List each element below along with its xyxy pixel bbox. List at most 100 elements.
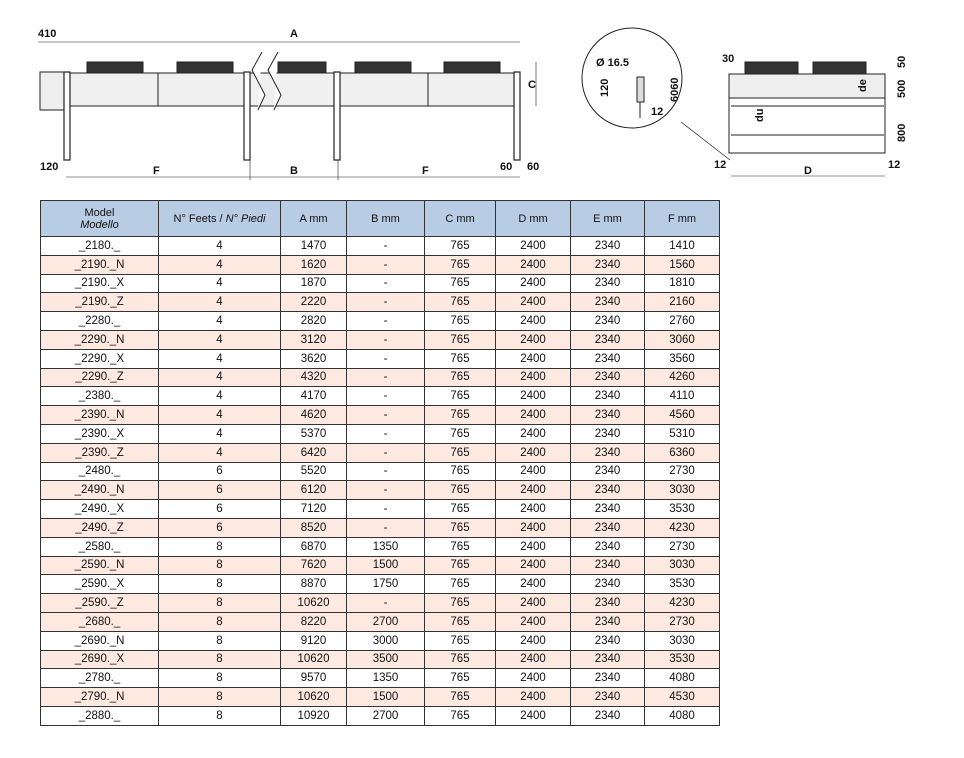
table-cell: 8 xyxy=(158,555,281,576)
table-cell: - xyxy=(346,329,425,350)
table-cell: _2490._N xyxy=(40,480,159,501)
table-cell: 765 xyxy=(424,254,496,275)
table-cell: 4 xyxy=(158,423,281,444)
table-cell: 765 xyxy=(424,574,496,595)
table-cell: 2340 xyxy=(570,254,645,275)
table-cell: 10620 xyxy=(280,649,347,670)
table-cell: _2190._X xyxy=(40,273,159,294)
table-cell: 3060 xyxy=(644,329,720,350)
table-cell: 2400 xyxy=(495,423,571,444)
table-cell: 4 xyxy=(158,311,281,331)
table-cell: _2880._ xyxy=(40,705,159,726)
table-cell: 2760 xyxy=(644,311,720,331)
table-cell: _2190._N xyxy=(40,254,159,275)
table-cell: 7120 xyxy=(280,499,347,519)
dim-f-right: F xyxy=(422,165,429,177)
table-row: _2280._ 4 2820-765 2400 2340 2760 xyxy=(40,311,720,331)
table-cell: 6 xyxy=(158,461,281,482)
dim-detail-12: 12 xyxy=(651,106,663,118)
table-cell: 2400 xyxy=(495,611,571,632)
table-cell: - xyxy=(346,442,425,463)
table-cell: 2340 xyxy=(570,687,645,707)
table-cell: 2400 xyxy=(495,668,571,689)
table-cell: 3620 xyxy=(280,348,347,369)
dim-de: de xyxy=(857,79,869,92)
table-cell: 765 xyxy=(424,687,496,707)
table-cell: 2340 xyxy=(570,405,645,425)
table-cell: 4230 xyxy=(644,593,720,613)
col-label-it: N° Piedi xyxy=(225,212,266,225)
table-cell: 4 xyxy=(158,405,281,425)
table-cell: 2340 xyxy=(570,555,645,576)
table-cell: 765 xyxy=(424,348,496,369)
table-cell: - xyxy=(346,292,425,313)
table-row: _2390._N 4 4620-765 2400 2340 4560 xyxy=(40,405,720,425)
table-cell: 2400 xyxy=(495,405,571,425)
table-row: _2190._N 4 1620-765 2400 2340 1560 xyxy=(40,254,720,275)
table-cell: 4560 xyxy=(644,405,720,425)
dim-b: B xyxy=(290,165,298,177)
table-cell: - xyxy=(346,423,425,444)
table-cell: 4230 xyxy=(644,517,720,538)
table-cell: 765 xyxy=(424,480,496,501)
table-cell: 2400 xyxy=(495,499,571,519)
table-cell: 2340 xyxy=(570,705,645,726)
table-cell: - xyxy=(346,499,425,519)
table-cell: 2340 xyxy=(570,386,645,407)
table-cell: 3120 xyxy=(280,329,347,350)
table-cell: 2400 xyxy=(495,329,571,350)
table-cell: 765 xyxy=(424,311,496,331)
table-cell: 2730 xyxy=(644,611,720,632)
table-cell: - xyxy=(346,480,425,501)
table-cell: 2400 xyxy=(495,442,571,463)
table-cell: 3530 xyxy=(644,649,720,670)
table-cell: 7620 xyxy=(280,555,347,576)
table-cell: _2180._ xyxy=(40,236,159,256)
table-cell: 10620 xyxy=(280,687,347,707)
table-cell: 4080 xyxy=(644,668,720,689)
table-cell: _2590._X xyxy=(40,574,159,595)
table-row: _2490._N 6 6120-765 2400 2340 3030 xyxy=(40,480,720,501)
col-label-it: Modello xyxy=(80,218,119,231)
dimensions-table: Model Modello N° Feets / N° Piedi A mm B … xyxy=(40,200,720,726)
table-cell: 1810 xyxy=(644,273,720,294)
dim-du: du xyxy=(754,109,766,122)
dim-500: 500 xyxy=(896,80,908,98)
table-cell: 8520 xyxy=(280,517,347,538)
legs xyxy=(63,71,521,161)
col-label: N° Feets / xyxy=(173,212,226,225)
dim-60-b: 60 xyxy=(527,161,539,173)
table-cell: 2400 xyxy=(495,574,571,595)
table-cell: 1470 xyxy=(280,236,347,256)
table-cell: 1560 xyxy=(644,254,720,275)
table-cell: 3500 xyxy=(346,649,425,670)
table-cell: 1350 xyxy=(346,668,425,689)
table-cell: - xyxy=(346,311,425,331)
table-cell: 4620 xyxy=(280,405,347,425)
table-cell: 3030 xyxy=(644,555,720,576)
table-cell: 2340 xyxy=(570,461,645,482)
table-cell: 5310 xyxy=(644,423,720,444)
dim-detail-120: 120 xyxy=(599,79,611,97)
table-cell: 2820 xyxy=(280,311,347,331)
table-cell: _2690._N xyxy=(40,630,159,651)
table-cell: 8 xyxy=(158,668,281,689)
table-cell: 765 xyxy=(424,329,496,350)
table-cell: 8220 xyxy=(280,611,347,632)
table-cell: 765 xyxy=(424,442,496,463)
table-cell: - xyxy=(346,386,425,407)
table-cell: 5370 xyxy=(280,423,347,444)
table-row: _2190._Z 4 2220-765 2400 2340 2160 xyxy=(40,292,720,313)
dim-a: A xyxy=(290,28,298,40)
table-cell: 2700 xyxy=(346,611,425,632)
table-cell: 4 xyxy=(158,254,281,275)
table-row: _2880._ 8 10920 2700 765 2400 2340 4080 xyxy=(40,705,720,726)
table-row: _2490._Z 6 8520-765 2400 2340 4230 xyxy=(40,517,720,538)
table-cell: 2340 xyxy=(570,367,645,388)
table-cell: 765 xyxy=(424,705,496,726)
col-model: Model Modello xyxy=(40,200,159,237)
table-cell: 4530 xyxy=(644,687,720,707)
table-cell: 765 xyxy=(424,386,496,407)
table-cell: 1410 xyxy=(644,236,720,256)
table-cell: _2580._ xyxy=(40,536,159,557)
